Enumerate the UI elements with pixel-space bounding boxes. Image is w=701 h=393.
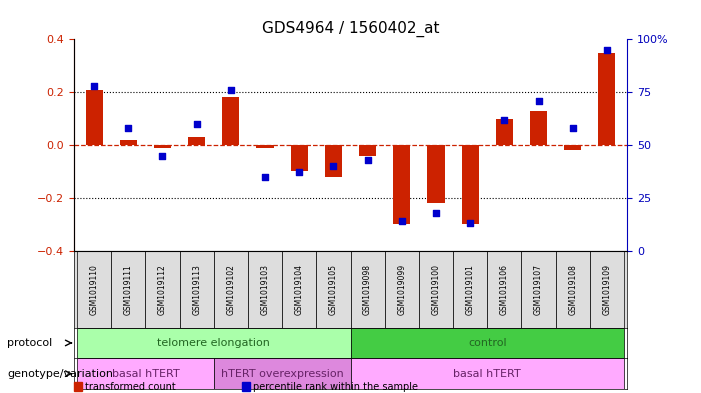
Bar <box>428 145 444 203</box>
Point <box>157 152 168 159</box>
FancyBboxPatch shape <box>214 251 248 328</box>
FancyBboxPatch shape <box>522 251 556 328</box>
Bar <box>291 145 308 171</box>
Text: GSM1019110: GSM1019110 <box>90 264 99 314</box>
Point <box>396 218 407 224</box>
FancyBboxPatch shape <box>179 251 214 328</box>
Text: GSM1019112: GSM1019112 <box>158 264 167 314</box>
FancyBboxPatch shape <box>419 251 453 328</box>
Text: GSM1019111: GSM1019111 <box>124 264 132 314</box>
FancyBboxPatch shape <box>350 358 624 389</box>
FancyBboxPatch shape <box>487 251 522 328</box>
Point <box>430 209 442 216</box>
Bar <box>86 90 102 145</box>
Point <box>567 125 578 131</box>
FancyBboxPatch shape <box>350 251 385 328</box>
Bar <box>154 145 171 148</box>
FancyBboxPatch shape <box>77 328 350 358</box>
Bar <box>359 145 376 156</box>
Bar <box>188 137 205 145</box>
FancyBboxPatch shape <box>385 251 419 328</box>
Text: GSM1019103: GSM1019103 <box>261 264 270 315</box>
Bar <box>393 145 410 224</box>
Bar <box>564 145 581 150</box>
FancyBboxPatch shape <box>214 358 350 389</box>
FancyBboxPatch shape <box>282 251 316 328</box>
Point <box>498 116 510 123</box>
Text: GSM1019113: GSM1019113 <box>192 264 201 314</box>
Point <box>465 220 476 226</box>
FancyBboxPatch shape <box>556 251 590 328</box>
Text: protocol: protocol <box>7 338 53 348</box>
Point <box>225 87 236 93</box>
Text: GSM1019098: GSM1019098 <box>363 264 372 315</box>
FancyBboxPatch shape <box>111 251 145 328</box>
Text: GSM1019106: GSM1019106 <box>500 264 509 315</box>
Text: GSM1019102: GSM1019102 <box>226 264 236 314</box>
Text: GSM1019101: GSM1019101 <box>465 264 475 314</box>
Point <box>362 157 373 163</box>
Bar <box>257 145 273 148</box>
FancyBboxPatch shape <box>145 251 179 328</box>
FancyBboxPatch shape <box>590 251 624 328</box>
FancyBboxPatch shape <box>453 251 487 328</box>
Text: basal hTERT: basal hTERT <box>111 369 179 379</box>
FancyBboxPatch shape <box>350 328 624 358</box>
Text: telomere elongation: telomere elongation <box>157 338 270 348</box>
Text: GSM1019100: GSM1019100 <box>431 264 440 315</box>
Point <box>259 174 271 180</box>
Text: GSM1019105: GSM1019105 <box>329 264 338 315</box>
Text: GSM1019107: GSM1019107 <box>534 264 543 315</box>
Bar <box>530 111 547 145</box>
Text: percentile rank within the sample: percentile rank within the sample <box>253 382 418 392</box>
Bar <box>599 53 615 145</box>
Point <box>88 83 100 89</box>
Text: control: control <box>468 338 507 348</box>
Point <box>533 97 544 104</box>
Text: genotype/variation: genotype/variation <box>7 369 113 379</box>
Point <box>328 163 339 169</box>
Bar <box>120 140 137 145</box>
Bar <box>461 145 479 224</box>
Text: GSM1019108: GSM1019108 <box>569 264 577 314</box>
FancyBboxPatch shape <box>77 358 214 389</box>
Text: GSM1019099: GSM1019099 <box>397 264 407 315</box>
Point <box>123 125 134 131</box>
Point <box>601 47 613 53</box>
Bar <box>496 119 513 145</box>
FancyBboxPatch shape <box>248 251 282 328</box>
Bar <box>222 97 240 145</box>
FancyBboxPatch shape <box>316 251 350 328</box>
Title: GDS4964 / 1560402_at: GDS4964 / 1560402_at <box>261 20 440 37</box>
Text: basal hTERT: basal hTERT <box>454 369 521 379</box>
Text: transformed count: transformed count <box>85 382 175 392</box>
Text: GSM1019104: GSM1019104 <box>294 264 304 315</box>
Text: GSM1019109: GSM1019109 <box>602 264 611 315</box>
FancyBboxPatch shape <box>77 251 111 328</box>
Point <box>294 169 305 176</box>
Bar <box>325 145 342 177</box>
Point <box>191 121 203 127</box>
Text: hTERT overexpression: hTERT overexpression <box>221 369 343 379</box>
